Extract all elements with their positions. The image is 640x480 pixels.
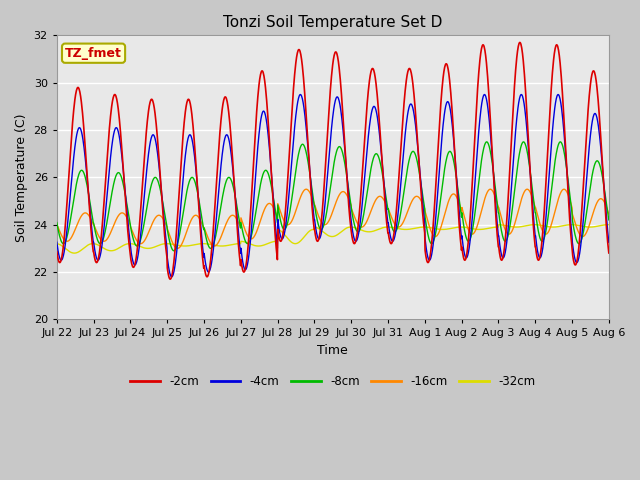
Y-axis label: Soil Temperature (C): Soil Temperature (C) — [15, 113, 28, 241]
Text: TZ_fmet: TZ_fmet — [65, 47, 122, 60]
X-axis label: Time: Time — [317, 344, 348, 357]
Title: Tonzi Soil Temperature Set D: Tonzi Soil Temperature Set D — [223, 15, 442, 30]
Legend: -2cm, -4cm, -8cm, -16cm, -32cm: -2cm, -4cm, -8cm, -16cm, -32cm — [125, 371, 540, 393]
